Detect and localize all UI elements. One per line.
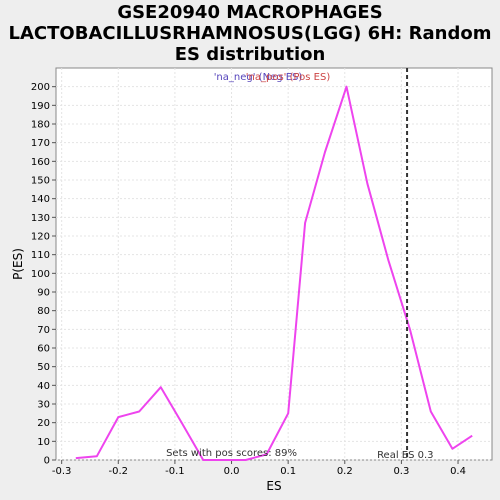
y-tick-label: 10 (37, 437, 50, 448)
y-tick-label: 60 (37, 344, 50, 355)
chart-title-line-1: GSE20940 MACROPHAGES (117, 2, 383, 23)
x-tick-label: 0.1 (280, 466, 296, 477)
chart-title: GSE20940 MACROPHAGES LACTOBACILLUSRHAMNO… (0, 2, 500, 65)
y-axis-label: P(ES) (11, 248, 25, 280)
y-tick-label: 190 (31, 101, 50, 112)
x-tick-label: -0.3 (52, 466, 72, 477)
x-tick-label: 0.3 (393, 466, 409, 477)
legend-item-neg: 'na_neg' (Neg ES) (214, 72, 303, 83)
x-tick-label: 0.0 (224, 466, 240, 477)
x-tick-label: -0.2 (109, 466, 129, 477)
grid-lines (56, 68, 492, 461)
x-tick-label: 0.4 (450, 466, 466, 477)
x-tick-label: 0.2 (337, 466, 353, 477)
y-tick-label: 50 (37, 362, 50, 373)
legend-item-pos: 'na_pos' (Pos ES) (246, 72, 331, 83)
x-axis-ticks: -0.3 -0.2 -0.1 0.0 0.1 0.2 0.3 0.4 (52, 460, 466, 477)
y-tick-label: 70 (37, 325, 50, 336)
y-tick-label: 40 (37, 381, 50, 392)
y-tick-label: 0 (44, 456, 50, 467)
chart-title-line-2: LACTOBACILLUSRHAMNOSUS(LGG) 6H: Random (8, 23, 492, 44)
plot-area (55, 67, 493, 461)
series-line (75, 85, 473, 461)
y-tick-label: 110 (31, 250, 50, 261)
y-tick-label: 160 (31, 157, 50, 168)
y-tick-label: 30 (37, 400, 50, 411)
y-tick-label: 200 (31, 82, 50, 93)
y-tick-label: 20 (37, 418, 50, 429)
y-tick-label: 100 (31, 269, 50, 280)
y-tick-label: 120 (31, 232, 50, 243)
y-tick-label: 130 (31, 213, 50, 224)
x-tick-label: -0.1 (165, 466, 185, 477)
pos-scores-annotation: Sets with pos scores: 89% (166, 448, 297, 459)
y-tick-label: 170 (31, 138, 50, 149)
y-tick-label: 140 (31, 194, 50, 205)
x-axis-label: ES (266, 479, 281, 493)
y-tick-label: 180 (31, 120, 50, 131)
y-axis-ticks: 0 10 20 30 40 50 60 70 80 90 100 110 120 130 140 150 160… (31, 82, 56, 467)
y-tick-label: 80 (37, 306, 50, 317)
y-tick-label: 90 (37, 288, 50, 299)
y-tick-label: 150 (31, 176, 50, 187)
real-es-label: Real ES 0.3 (377, 450, 433, 461)
chart-title-line-3: ES distribution (174, 44, 326, 65)
series-group (75, 85, 473, 461)
